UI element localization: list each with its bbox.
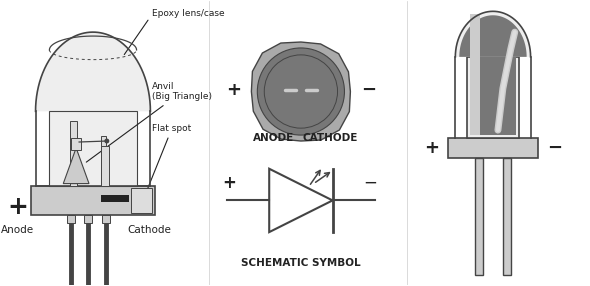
Bar xyxy=(101,195,129,202)
Bar xyxy=(470,57,516,135)
Polygon shape xyxy=(455,11,530,57)
Text: −: − xyxy=(547,139,562,157)
Bar xyxy=(84,215,92,223)
Text: Anode: Anode xyxy=(1,225,34,235)
Text: SCHEMATIC SYMBOL: SCHEMATIC SYMBOL xyxy=(241,258,360,268)
Text: +: + xyxy=(7,195,28,219)
Bar xyxy=(67,215,75,223)
Bar xyxy=(102,215,110,223)
Text: Anvil
(Big Triangle): Anvil (Big Triangle) xyxy=(86,82,212,162)
Circle shape xyxy=(257,48,345,135)
Bar xyxy=(71,138,81,150)
Text: Cathode: Cathode xyxy=(127,225,172,235)
Polygon shape xyxy=(63,148,89,184)
Bar xyxy=(101,136,106,186)
Bar xyxy=(50,111,136,186)
Polygon shape xyxy=(459,15,527,57)
Bar xyxy=(467,57,519,138)
Text: Flat spot: Flat spot xyxy=(143,124,192,199)
Bar xyxy=(503,158,511,275)
Text: ANODE: ANODE xyxy=(253,133,294,143)
Bar xyxy=(448,138,537,158)
Text: +: + xyxy=(226,81,241,99)
Bar xyxy=(101,146,109,186)
Bar xyxy=(470,14,480,135)
Bar xyxy=(475,158,483,275)
Polygon shape xyxy=(251,42,350,141)
Text: −: − xyxy=(363,174,377,192)
Text: Epoxy lens/case: Epoxy lens/case xyxy=(124,9,225,55)
Bar xyxy=(130,188,152,213)
Text: +: + xyxy=(424,139,439,157)
Circle shape xyxy=(104,138,109,144)
Bar xyxy=(31,186,155,215)
Text: +: + xyxy=(222,174,237,192)
Bar xyxy=(70,121,77,186)
Text: −: − xyxy=(360,81,376,99)
Polygon shape xyxy=(35,32,150,111)
Text: CATHODE: CATHODE xyxy=(303,133,358,143)
